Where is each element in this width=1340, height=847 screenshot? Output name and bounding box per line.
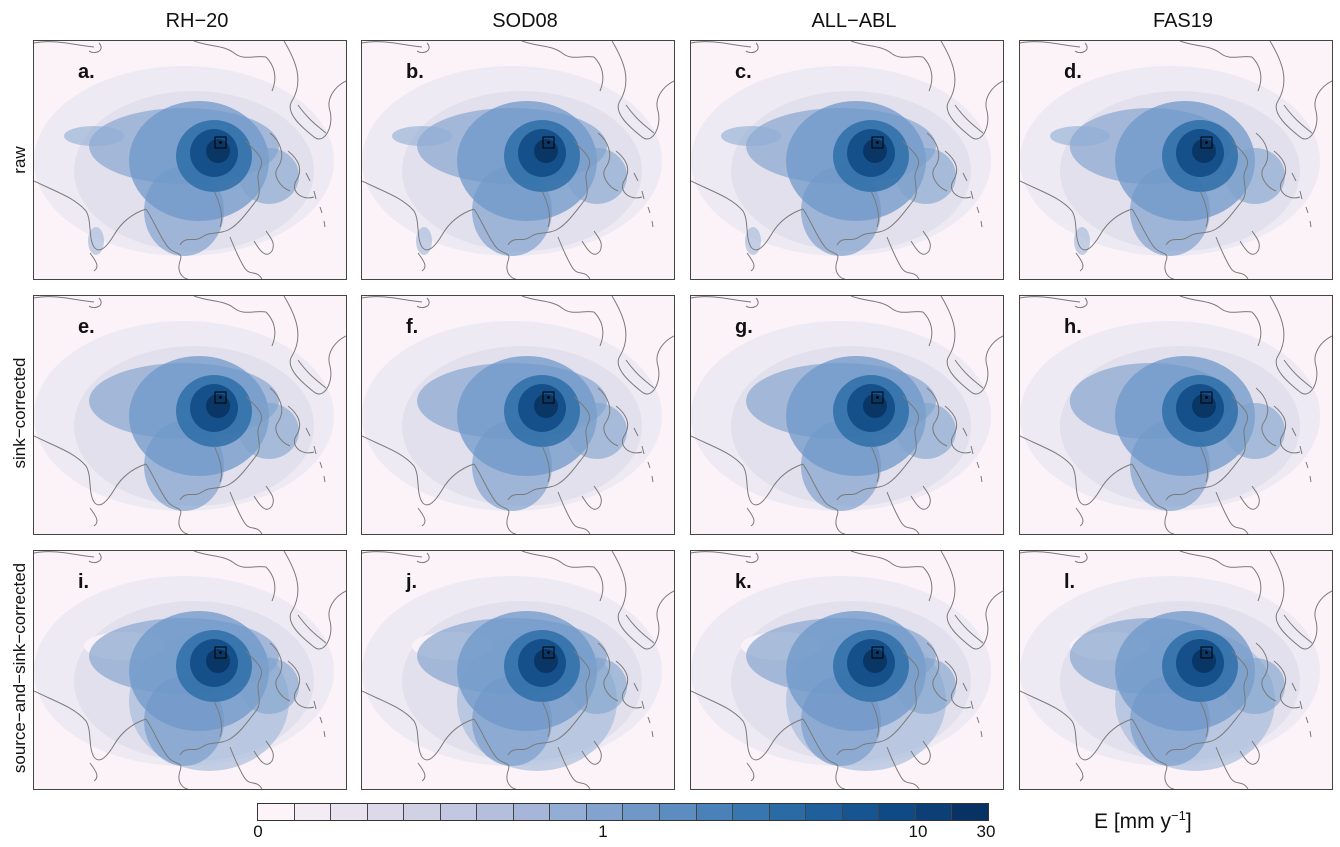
colorbar-segment bbox=[513, 804, 551, 820]
panel-label: h. bbox=[1064, 316, 1082, 338]
colorbar-tick-30: 30 bbox=[976, 822, 996, 841]
colorbar-segment bbox=[660, 804, 697, 820]
panel-label: j. bbox=[406, 571, 418, 593]
moisture-source-map bbox=[362, 41, 674, 279]
moisture-source-map bbox=[362, 296, 674, 534]
panel-label: g. bbox=[735, 316, 753, 338]
colorbar-segment bbox=[952, 804, 988, 820]
column-title-fas19: FAS19 bbox=[1152, 10, 1214, 32]
panel-label: f. bbox=[406, 316, 419, 338]
sink-region-marker bbox=[214, 646, 227, 659]
map-panel-k: k. bbox=[690, 550, 1004, 790]
colorbar-segment bbox=[879, 804, 916, 820]
column-title-all-abl: ALL−ABL bbox=[811, 10, 897, 32]
moisture-source-map bbox=[1020, 41, 1332, 279]
sink-region-marker bbox=[214, 391, 227, 404]
colorbar-segment bbox=[258, 804, 295, 820]
map-panel-i: i. bbox=[33, 550, 347, 790]
colorbar-segment bbox=[696, 804, 734, 820]
colorbar-segment bbox=[440, 804, 478, 820]
panel-label: i. bbox=[78, 571, 90, 593]
sink-region-marker bbox=[871, 136, 884, 149]
moisture-source-map bbox=[691, 296, 1003, 534]
sink-region-marker bbox=[542, 391, 555, 404]
colorbar-segment bbox=[294, 804, 332, 820]
map-panel-c: c. bbox=[690, 40, 1004, 280]
moisture-source-map bbox=[34, 551, 346, 789]
colorbar-segment bbox=[623, 804, 661, 820]
panel-label: d. bbox=[1064, 61, 1082, 83]
row-label-sink-corrected: sink−corrected bbox=[10, 357, 29, 469]
colorbar-segment bbox=[367, 804, 405, 820]
panel-label: l. bbox=[1064, 571, 1076, 593]
colorbar-segment bbox=[586, 804, 624, 820]
row-label-source-and-sink-corrected: source−and−sink−corrected bbox=[10, 562, 29, 774]
moisture-source-map bbox=[1020, 296, 1332, 534]
column-title-sod08: SOD08 bbox=[492, 10, 558, 32]
sink-region-marker bbox=[1200, 391, 1213, 404]
colorbar-segment bbox=[550, 804, 587, 820]
map-panel-a: a. bbox=[33, 40, 347, 280]
map-panel-g: g. bbox=[690, 295, 1004, 535]
map-panel-h: h. bbox=[1019, 295, 1333, 535]
sink-region-marker bbox=[1200, 136, 1213, 149]
panel-label: a. bbox=[78, 61, 95, 83]
colorbar-segment bbox=[733, 804, 770, 820]
map-panel-l: l. bbox=[1019, 550, 1333, 790]
colorbar-segment bbox=[915, 804, 953, 820]
moisture-source-map bbox=[1020, 551, 1332, 789]
colorbar-segment bbox=[331, 804, 368, 820]
colorbar-segment bbox=[842, 804, 880, 820]
map-panel-j: j. bbox=[361, 550, 675, 790]
moisture-source-map bbox=[691, 41, 1003, 279]
colorbar-tick-0: 0 bbox=[253, 822, 263, 841]
colorbar-segment bbox=[404, 804, 441, 820]
sink-region-marker bbox=[542, 646, 555, 659]
sink-region-marker bbox=[871, 646, 884, 659]
panel-label: e. bbox=[78, 316, 95, 338]
colorbar bbox=[257, 803, 989, 821]
moisture-source-map bbox=[691, 551, 1003, 789]
map-panel-e: e. bbox=[33, 295, 347, 535]
map-panel-b: b. bbox=[361, 40, 675, 280]
moisture-source-map bbox=[34, 41, 346, 279]
colorbar-segment bbox=[806, 804, 843, 820]
colorbar-tick-10: 10 bbox=[908, 822, 928, 841]
row-label-raw: raw bbox=[10, 146, 29, 174]
panel-label: k. bbox=[735, 571, 752, 593]
colorbar-segment bbox=[769, 804, 807, 820]
colorbar-segment bbox=[477, 804, 514, 820]
colorbar-tick-1: 1 bbox=[598, 822, 608, 841]
panel-label: b. bbox=[406, 61, 424, 83]
column-title-rh20: RH−20 bbox=[165, 10, 229, 32]
panel-label: c. bbox=[735, 61, 752, 83]
sink-region-marker bbox=[1200, 646, 1213, 659]
moisture-source-map bbox=[34, 296, 346, 534]
map-panel-d: d. bbox=[1019, 40, 1333, 280]
sink-region-marker bbox=[871, 391, 884, 404]
sink-region-marker bbox=[214, 136, 227, 149]
colorbar-unit-label: E [mm y−1] bbox=[1094, 808, 1192, 833]
sink-region-marker bbox=[542, 136, 555, 149]
moisture-source-map bbox=[362, 551, 674, 789]
map-panel-f: f. bbox=[361, 295, 675, 535]
